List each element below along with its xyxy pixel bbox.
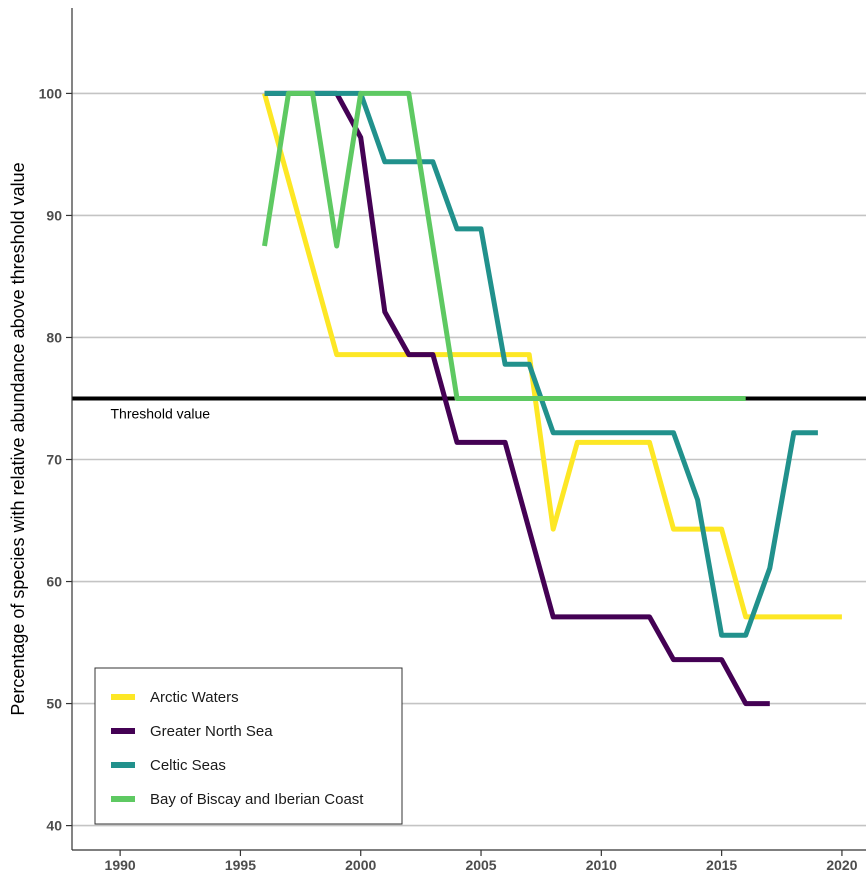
y-tick-label-90: 90 <box>46 207 62 223</box>
series-line-3 <box>262 90 746 401</box>
series-line-0 <box>262 92 842 620</box>
series-lines <box>262 90 842 707</box>
legend: Arctic Waters Greater North Sea Celtic Sea… <box>94 667 403 825</box>
x-tick-label-2010: 2010 <box>586 857 617 873</box>
y-tick-label-50: 50 <box>46 696 62 712</box>
x-tick-label-2015: 2015 <box>706 857 737 873</box>
legend-label-2: Celtic Seas <box>150 757 226 774</box>
threshold-label: Threshold value <box>110 405 210 421</box>
legend-label-0: Arctic Waters <box>150 689 239 706</box>
legend-label-1: Greater North Sea <box>150 723 273 740</box>
y-tick-label-100: 100 <box>39 85 63 101</box>
axes: 40 50 60 70 80 90 100 1990 1995 2000 2005 2010 2015 2… <box>39 8 866 873</box>
legend-label-3: Bay of Biscay and Iberian Coast <box>150 791 364 808</box>
legend-box <box>94 667 403 825</box>
x-tick-label-2000: 2000 <box>345 857 376 873</box>
y-axis-label: Percentage of species with relative abun… <box>8 162 28 715</box>
y-tick-label-60: 60 <box>46 574 62 590</box>
y-tick-label-80: 80 <box>46 329 62 345</box>
y-tick-label-40: 40 <box>46 818 62 834</box>
x-tick-label-1990: 1990 <box>105 857 136 873</box>
y-tick-label-70: 70 <box>46 452 62 468</box>
x-tick-label-2020: 2020 <box>826 857 857 873</box>
x-tick-label-1995: 1995 <box>225 857 256 873</box>
series-line-1 <box>264 90 770 707</box>
x-tick-label-2005: 2005 <box>465 857 496 873</box>
